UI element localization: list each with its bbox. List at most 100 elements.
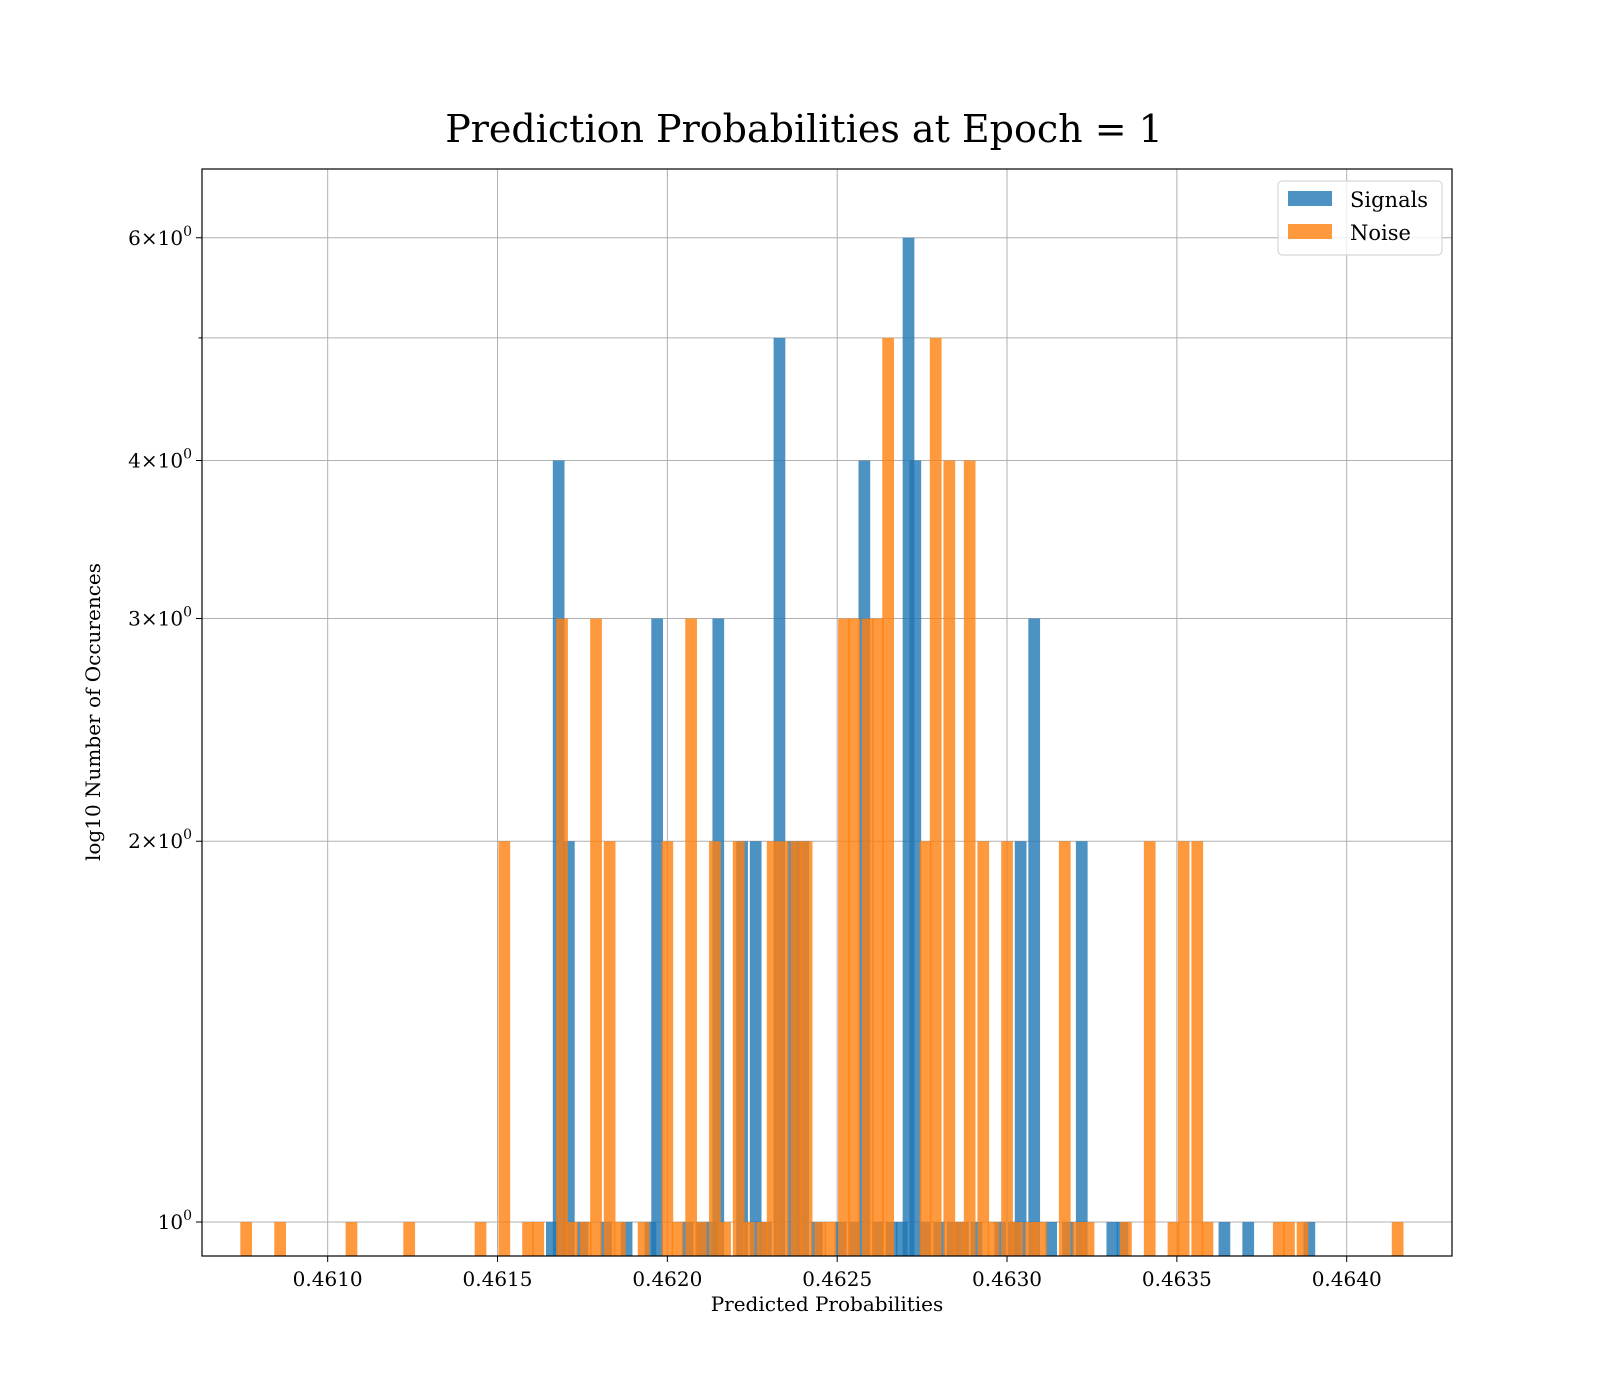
bar-noise-3 bbox=[403, 1222, 416, 1256]
bar-noise-31 bbox=[848, 618, 861, 1256]
bar-noise-24 bbox=[766, 841, 779, 1256]
x-tick-label-4: 0.4630 bbox=[972, 1267, 1042, 1291]
bar-signals-24 bbox=[895, 1222, 908, 1256]
bar-noise-0 bbox=[240, 1222, 253, 1256]
x-axis-ticks: 0.4610 0.4615 0.4620 0.4625 0.4630 0.4635 0.46… bbox=[293, 1256, 1382, 1291]
y-tick-label-3: 4×100 bbox=[128, 446, 192, 472]
bar-noise-48 bbox=[1082, 1222, 1095, 1256]
bar-noise-55 bbox=[1272, 1222, 1285, 1256]
bar-noise-52 bbox=[1177, 841, 1190, 1256]
bar-signals-39 bbox=[1106, 1222, 1119, 1256]
y-axis-ticks: 100 2×100 3×100 4×100 6×100 bbox=[128, 224, 202, 1234]
y-tick-label-4: 6×100 bbox=[128, 224, 192, 250]
bar-noise-5 bbox=[498, 841, 511, 1256]
bar-signals-7 bbox=[651, 618, 664, 1256]
bar-noise-2 bbox=[345, 1222, 358, 1256]
bar-signals-2 bbox=[562, 841, 575, 1256]
series-noise bbox=[240, 337, 1404, 1256]
bar-signals-38 bbox=[1075, 841, 1088, 1256]
x-tick-label-5: 0.4635 bbox=[1142, 1267, 1212, 1291]
bar-signals-6 bbox=[644, 1222, 657, 1256]
bar-noise-4 bbox=[474, 1222, 487, 1256]
bar-signals-31 bbox=[970, 1222, 983, 1256]
bar-noise-30 bbox=[838, 618, 850, 1256]
bar-noise-14 bbox=[637, 1222, 650, 1256]
x-tick-label-1: 0.4615 bbox=[463, 1267, 533, 1291]
bar-noise-46 bbox=[1058, 841, 1071, 1256]
y-tick-label-1: 2×100 bbox=[128, 827, 192, 853]
bar-noise-32 bbox=[861, 618, 874, 1256]
bar-noise-25 bbox=[776, 841, 789, 1256]
bar-noise-42 bbox=[1001, 841, 1013, 1256]
bar-noise-11 bbox=[590, 618, 602, 1256]
plot-area bbox=[202, 169, 1452, 1256]
bar-signals-36 bbox=[1045, 1222, 1058, 1256]
bar-signals-32 bbox=[994, 1222, 1007, 1256]
bar-noise-26 bbox=[790, 841, 803, 1256]
bar-noise-44 bbox=[1024, 1222, 1037, 1256]
bar-noise-36 bbox=[929, 337, 942, 1256]
bar-noise-57 bbox=[1296, 1222, 1309, 1256]
bar-noise-27 bbox=[800, 841, 813, 1256]
bar-noise-13 bbox=[613, 1222, 626, 1256]
y-tick-label-0: 100 bbox=[158, 1208, 192, 1234]
bar-noise-51 bbox=[1167, 1222, 1180, 1256]
bar-signals-0 bbox=[546, 1222, 558, 1256]
bar-signals-13 bbox=[749, 841, 762, 1256]
bar-noise-17 bbox=[685, 618, 697, 1256]
bar-noise-56 bbox=[1283, 1222, 1295, 1256]
bar-noise-41 bbox=[987, 1222, 1000, 1256]
bar-signals-35 bbox=[1028, 618, 1041, 1256]
bar-noise-47 bbox=[1072, 1222, 1085, 1256]
y-axis-label: log10 Number of Occurences bbox=[81, 563, 105, 861]
histogram-bars bbox=[240, 237, 1404, 1256]
bar-signals-25 bbox=[902, 237, 915, 1256]
x-tick-label-0: 0.4610 bbox=[293, 1267, 363, 1291]
legend-label-signals: Signals bbox=[1350, 188, 1428, 212]
bar-noise-58 bbox=[1391, 1222, 1404, 1256]
bar-noise-28 bbox=[814, 1222, 827, 1256]
bar-noise-10 bbox=[579, 1222, 592, 1256]
y-tick-label-2: 3×100 bbox=[128, 605, 192, 631]
bar-noise-43 bbox=[1011, 1222, 1024, 1256]
bar-noise-23 bbox=[756, 1222, 769, 1256]
bar-noise-33 bbox=[872, 618, 884, 1256]
x-axis-label: Predicted Probabilities bbox=[711, 1292, 944, 1316]
legend-swatch-signals bbox=[1288, 191, 1332, 206]
bar-signals-43 bbox=[1303, 1222, 1316, 1256]
chart-title: Prediction Probabilities at Epoch = 1 bbox=[445, 107, 1163, 151]
bar-noise-40 bbox=[977, 841, 990, 1256]
bar-noise-54 bbox=[1201, 1222, 1214, 1256]
bar-noise-29 bbox=[824, 1222, 837, 1256]
bar-noise-35 bbox=[919, 841, 932, 1256]
bar-signals-34 bbox=[1014, 841, 1027, 1256]
bar-signals-15 bbox=[773, 337, 786, 1256]
bar-noise-45 bbox=[1035, 1222, 1047, 1256]
bar-noise-20 bbox=[719, 1222, 731, 1256]
bar-noise-7 bbox=[532, 1222, 545, 1256]
bar-signals-26 bbox=[909, 460, 922, 1256]
bar-noise-38 bbox=[953, 1222, 966, 1256]
bar-noise-53 bbox=[1191, 841, 1204, 1256]
bar-signals-42 bbox=[1242, 1222, 1255, 1256]
bar-noise-21 bbox=[732, 841, 745, 1256]
bar-signals-5 bbox=[620, 1222, 633, 1256]
bar-noise-22 bbox=[743, 1222, 755, 1256]
legend: Signals Noise bbox=[1277, 180, 1443, 256]
bar-noise-18 bbox=[695, 1222, 708, 1256]
bar-signals-41 bbox=[1218, 1222, 1231, 1256]
bar-noise-19 bbox=[709, 841, 721, 1256]
x-tick-label-2: 0.4620 bbox=[632, 1267, 702, 1291]
bar-noise-16 bbox=[671, 1222, 684, 1256]
plot-frame bbox=[201, 168, 1453, 1257]
x-tick-label-3: 0.4625 bbox=[802, 1267, 872, 1291]
bar-noise-8 bbox=[556, 618, 568, 1256]
bar-noise-1 bbox=[274, 1222, 286, 1256]
bar-noise-15 bbox=[661, 841, 674, 1256]
bar-noise-37 bbox=[943, 460, 956, 1256]
bar-noise-12 bbox=[603, 841, 616, 1256]
bar-noise-9 bbox=[566, 1222, 579, 1256]
bar-noise-6 bbox=[522, 1222, 534, 1256]
bar-noise-49 bbox=[1120, 1222, 1132, 1256]
